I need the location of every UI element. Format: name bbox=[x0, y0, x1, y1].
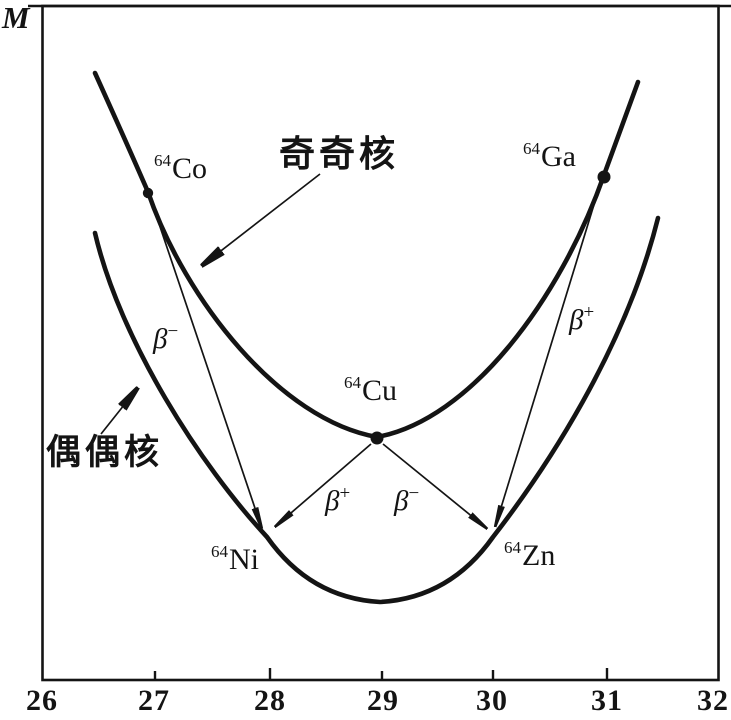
mass-point-cu bbox=[370, 431, 384, 445]
x-tick-label-32: 32 bbox=[697, 684, 729, 717]
y-axis-label: M bbox=[2, 0, 30, 35]
x-tick-label-27: 27 bbox=[138, 684, 170, 717]
nuclide-mass-cu: 64 bbox=[344, 373, 361, 392]
x-tick-label-29: 29 bbox=[367, 684, 399, 717]
beta-symbol: β bbox=[569, 304, 584, 336]
beta-minus-label-left: β− bbox=[153, 322, 178, 354]
x-tick-label-31: 31 bbox=[591, 684, 623, 717]
x-tick-label-28: 28 bbox=[254, 684, 286, 717]
annotation-even-even: 偶偶核 bbox=[46, 433, 164, 472]
nuclide-mass-co: 64 bbox=[154, 151, 171, 170]
nuclide-symbol-ni: Ni bbox=[229, 543, 259, 576]
beta-minus-line-cu-zn bbox=[382, 443, 485, 527]
nuclide-symbol-ga: Ga bbox=[541, 140, 576, 173]
beta-minus-line-co-ni bbox=[150, 199, 261, 526]
nuclide-mass-ni: 64 bbox=[211, 542, 228, 561]
plus-sign: + bbox=[583, 302, 595, 323]
beta-symbol: β bbox=[394, 485, 409, 517]
beta-plus-line-cu-ni bbox=[277, 443, 372, 525]
nuclide-label-zn: 64Zn bbox=[504, 539, 555, 571]
plus-sign: + bbox=[339, 483, 351, 504]
annotation-odd-odd: 奇奇核 bbox=[279, 134, 400, 174]
even-even-pointer-arrow bbox=[100, 390, 136, 435]
nuclide-mass-ga: 64 bbox=[523, 139, 540, 158]
beta-symbol: β bbox=[153, 323, 168, 355]
beta-minus-label-center: β− bbox=[394, 484, 419, 516]
odd-odd-pointer-arrow bbox=[204, 173, 321, 264]
nuclide-mass-zn: 64 bbox=[504, 538, 521, 557]
nuclide-label-ni: 64Ni bbox=[211, 543, 259, 575]
x-tick-label-30: 30 bbox=[476, 684, 508, 717]
beta-plus-label-center: β+ bbox=[325, 484, 350, 516]
plot-frame bbox=[41, 4, 720, 682]
minus-sign: − bbox=[408, 483, 420, 504]
minus-sign: − bbox=[167, 321, 179, 342]
beta-symbol: β bbox=[325, 485, 340, 517]
nuclide-label-cu: 64Cu bbox=[344, 374, 397, 406]
nuclide-symbol-co: Co bbox=[172, 152, 208, 185]
nuclide-symbol-cu: Cu bbox=[362, 374, 398, 407]
x-tick-label-26: 26 bbox=[26, 684, 58, 717]
beta-plus-line-ga-zn bbox=[496, 184, 601, 524]
nuclide-label-ga: 64Ga bbox=[523, 140, 576, 172]
beta-plus-label-right: β+ bbox=[569, 303, 594, 335]
nuclide-symbol-zn: Zn bbox=[522, 539, 556, 572]
mass-point-ga bbox=[597, 170, 611, 184]
x-axis-ticks bbox=[153, 668, 609, 681]
mass-point-co bbox=[142, 187, 154, 199]
even-even-parabola bbox=[92, 215, 661, 605]
nuclide-label-co: 64Co bbox=[154, 152, 207, 184]
